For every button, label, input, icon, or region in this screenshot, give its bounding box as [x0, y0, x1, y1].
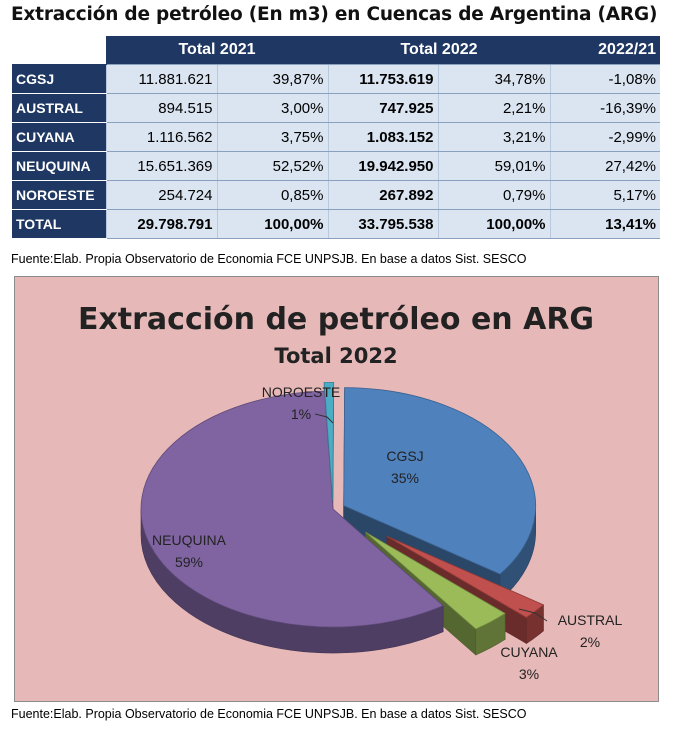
chart-subtitle: Total 2022	[274, 344, 397, 368]
pie-label-cgsj: CGSJ	[386, 448, 423, 464]
header-variation: 2022/21	[550, 36, 660, 65]
leader-line-noroeste	[314, 413, 334, 424]
share-2021-cell: 3,00%	[216, 93, 328, 123]
share-2022-cell: 2,21%	[437, 93, 550, 123]
region-cell: CUYANA	[12, 122, 106, 152]
value-2021-cell: 29.798.791	[105, 209, 217, 239]
header-total-2021: Total 2021	[106, 36, 328, 65]
share-2021-cell: 3,75%	[216, 122, 328, 152]
pie-chart-panel: Extracción de petróleo en ARG Total 2022 C…	[14, 276, 659, 702]
total-row: TOTAL 29.798.791 100,00% 33.795.538 100,00% 1…	[12, 209, 660, 239]
pie-slice-austral	[386, 535, 545, 618]
value-2021-cell: 894.515	[105, 93, 217, 123]
variation-cell: -16,39%	[549, 93, 660, 123]
value-2021-cell: 1.116.562	[105, 122, 217, 152]
pie-pct-austral: 2%	[580, 634, 600, 650]
region-cell: NEUQUINA	[12, 151, 106, 181]
pie-label-noroeste: NOROESTE	[262, 384, 341, 400]
variation-cell: 5,17%	[549, 180, 660, 210]
table-row: NEUQUINA 15.651.369 52,52% 19.942.950 59,01%…	[12, 151, 660, 181]
share-2021-cell: 0,85%	[216, 180, 328, 210]
value-2022-cell: 747.925	[327, 93, 438, 123]
value-2022-cell: 33.795.538	[327, 209, 438, 239]
table-row: CGSJ 11.881.621 39,87% 11.753.619 34,78% -1,0…	[12, 64, 660, 94]
table-row: AUSTRAL 894.515 3,00% 747.925 2,21% -16,39%	[12, 93, 660, 123]
share-2022-cell: 59,01%	[437, 151, 550, 181]
value-2021-cell: 11.881.621	[105, 64, 217, 94]
variation-cell: 13,41%	[549, 209, 660, 239]
pie-slice-cgsj	[343, 387, 537, 575]
table-row: CUYANA 1.116.562 3,75% 1.083.152 3,21% -2,99%	[12, 122, 660, 152]
leader-line-austral	[518, 608, 548, 622]
header-total-2022: Total 2022	[328, 36, 550, 65]
variation-cell: -2,99%	[549, 122, 660, 152]
value-2022-cell: 19.942.950	[327, 151, 438, 181]
region-cell: TOTAL	[12, 209, 106, 239]
share-2021-cell: 39,87%	[216, 64, 328, 94]
share-2021-cell: 100,00%	[216, 209, 328, 239]
table-body: CGSJ 11.881.621 39,87% 11.753.619 34,78% -1,0…	[12, 64, 660, 239]
pie-slice-noroeste	[323, 381, 335, 501]
region-cell: CGSJ	[12, 64, 106, 94]
pie-pct-cgsj: 35%	[391, 470, 419, 486]
table-title: Extracción de petróleo (En m3) en Cuenca…	[11, 4, 658, 25]
variation-cell: 27,42%	[549, 151, 660, 181]
value-2022-cell: 267.892	[327, 180, 438, 210]
table-source-note: Fuente:Elab. Propia Observatorio de Econ…	[11, 252, 527, 266]
pie-slice-neuquina	[140, 390, 444, 628]
value-2021-cell: 254.724	[105, 180, 217, 210]
extraction-table: Total 2021 Total 2022 2022/21 CGSJ 11.881…	[12, 36, 660, 239]
share-2022-cell: 3,21%	[437, 122, 550, 152]
pie-slice-cuyana	[365, 531, 506, 630]
value-2022-cell: 1.083.152	[327, 122, 438, 152]
chart-source-note: Fuente:Elab. Propia Observatorio de Econ…	[11, 707, 527, 721]
pie-label-austral: AUSTRAL	[558, 612, 623, 628]
pie-pct-noroeste: 1%	[291, 406, 311, 422]
header-blank	[12, 36, 106, 65]
value-2022-cell: 11.753.619	[327, 64, 438, 94]
share-2022-cell: 0,79%	[437, 180, 550, 210]
region-cell: NOROESTE	[12, 180, 106, 210]
chart-title: Extracción de petróleo en ARG	[78, 302, 594, 337]
share-2022-cell: 100,00%	[437, 209, 550, 239]
table-row: NOROESTE 254.724 0,85% 267.892 0,79% 5,17%	[12, 180, 660, 210]
share-2022-cell: 34,78%	[437, 64, 550, 94]
pie-pct-neuquina: 59%	[175, 554, 203, 570]
pie-label-cuyana: CUYANA	[500, 644, 558, 660]
region-cell: AUSTRAL	[12, 93, 106, 123]
pie-label-neuquina: NEUQUINA	[152, 532, 227, 548]
pie-chart: Extracción de petróleo en ARG Total 2022 C…	[78, 302, 623, 682]
share-2021-cell: 52,52%	[216, 151, 328, 181]
variation-cell: -1,08%	[549, 64, 660, 94]
pie-pct-cuyana: 3%	[519, 666, 539, 682]
value-2021-cell: 15.651.369	[105, 151, 217, 181]
